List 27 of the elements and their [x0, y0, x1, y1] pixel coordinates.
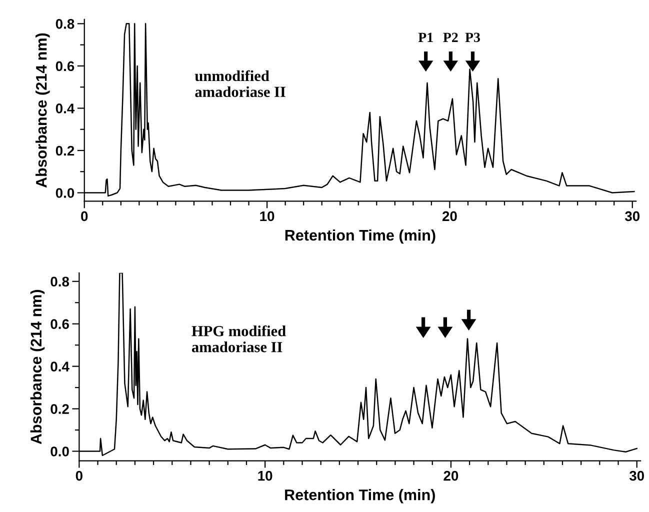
x-tick-label: 30 [624, 211, 640, 222]
x-tick-label: 10 [258, 470, 272, 481]
x-tick-label: 0 [81, 211, 88, 222]
annotation: unmodified amadoriase II [194, 70, 286, 98]
y-tick-label: 0.2 [50, 404, 69, 414]
annotation: HPG modified amadoriase II [192, 325, 286, 352]
y-tick-label: 0.4 [50, 362, 70, 372]
x-tick-label: 10 [260, 211, 274, 222]
x-axis-title: Retention Time (min) [285, 489, 435, 504]
x-tick-label: 20 [444, 470, 458, 481]
x-axis-title: Retention Time (min) [285, 229, 436, 244]
y-tick-label: 0.2 [56, 146, 74, 156]
y-axis-title: Absorbance (214 nm) [36, 33, 50, 188]
annotation: P3 [465, 32, 480, 42]
x-tick-label: 20 [442, 211, 457, 222]
y-tick-label: 0.6 [50, 319, 69, 330]
y-tick-label: 0.4 [56, 104, 75, 114]
annotation: P1 [418, 32, 433, 42]
y-tick-label: 0.0 [56, 188, 74, 198]
y-tick-label: 0.8 [50, 276, 70, 287]
annotation: P2 [443, 32, 458, 42]
y-axis-title: Absorbance (214 nm) [30, 290, 45, 444]
x-tick-label: 30 [629, 470, 644, 481]
y-tick-label: 0.6 [56, 61, 74, 72]
y-tick-label: 0.0 [50, 446, 69, 456]
y-tick-label: 0.8 [56, 19, 74, 29]
x-tick-label: 0 [76, 470, 82, 481]
